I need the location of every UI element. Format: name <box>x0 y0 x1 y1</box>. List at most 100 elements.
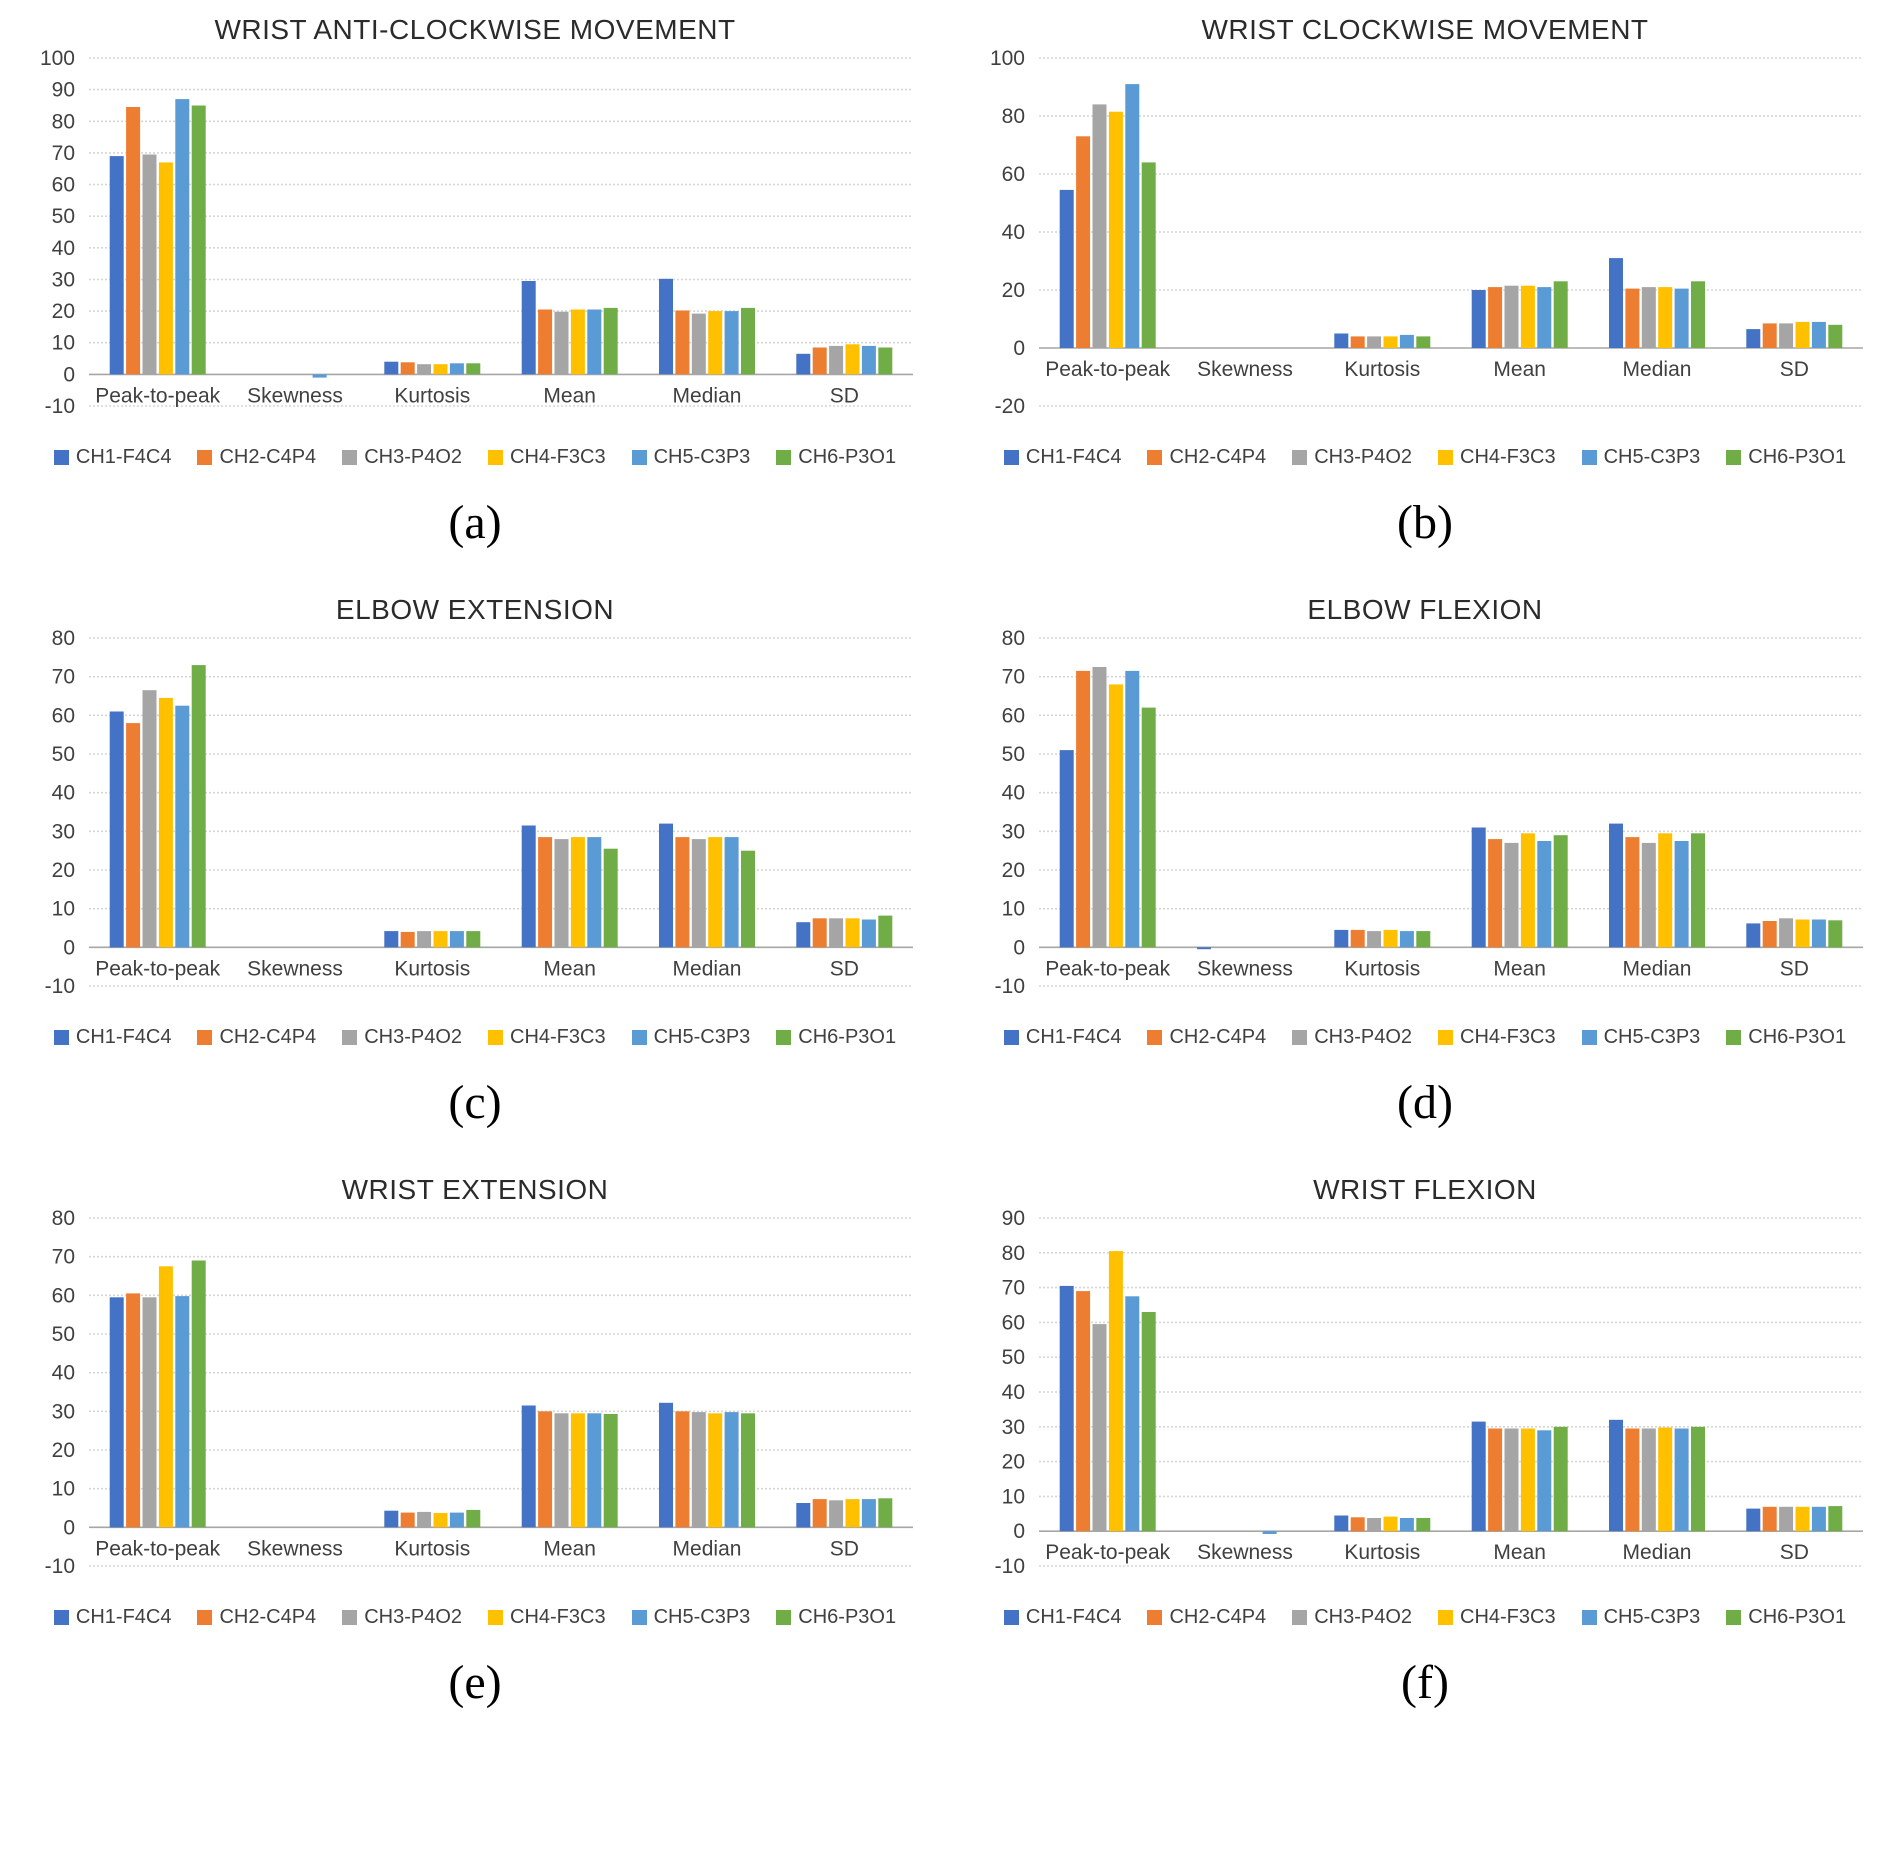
legend-item: CH1-F4C4 <box>53 446 171 469</box>
bar <box>1076 670 1091 948</box>
legend-label: CH1-F4C4 <box>1025 1606 1122 1628</box>
y-tick-label: 100 <box>40 47 75 70</box>
legend-label: CH1-F4C4 <box>75 1026 172 1048</box>
bar <box>1488 287 1503 348</box>
legend-label: CH1-F4C4 <box>1025 1026 1122 1048</box>
bar <box>1488 839 1503 948</box>
legend-item: CH2-C4P4 <box>197 1606 316 1629</box>
y-tick-label: 20 <box>52 859 75 882</box>
bar <box>691 313 706 375</box>
y-tick-label: 60 <box>1002 704 1025 727</box>
legend-swatch-icon <box>53 1610 69 1625</box>
y-tick-label: 100 <box>990 47 1025 70</box>
legend-swatch-icon <box>1003 1030 1019 1045</box>
legend-item: CH3-P4O2 <box>1292 446 1412 469</box>
bar <box>1762 1506 1777 1532</box>
bar <box>1641 842 1656 948</box>
bar <box>1350 336 1365 348</box>
bar <box>1383 336 1398 348</box>
figure-caption: (f) <box>1401 1656 1449 1709</box>
legend-item: CH1-F4C4 <box>1003 1026 1122 1049</box>
legend-label: CH6-P3O1 <box>798 446 897 468</box>
bar <box>1141 707 1156 948</box>
bar <box>1471 290 1486 348</box>
bar <box>845 344 860 375</box>
bar <box>845 918 860 948</box>
y-tick-label: 90 <box>1002 1207 1025 1230</box>
legend-item: CH4-F3C3 <box>488 1606 606 1629</box>
legend-label: CH5-C3P3 <box>1603 1606 1701 1628</box>
chart-title: WRIST EXTENSION <box>341 1174 609 1205</box>
bar <box>691 1412 706 1528</box>
legend-swatch-icon <box>1438 450 1453 465</box>
bar <box>400 362 415 375</box>
legend-label: CH3-P4O2 <box>1314 1026 1412 1048</box>
legend-item: CH3-P4O2 <box>1292 1606 1412 1629</box>
legend-swatch-icon <box>488 1030 503 1045</box>
legend-item: CH4-F3C3 <box>488 446 606 469</box>
bar <box>1350 929 1365 948</box>
x-tick-label: Mean <box>1493 1541 1546 1564</box>
bar <box>433 1513 448 1528</box>
bar <box>878 347 893 375</box>
bar-chart-plot: 80 70 60 50 40 30 20 10 0 -10 Peak-to-peak Skewness… <box>995 627 1863 998</box>
legend-item: CH6-P3O1 <box>1726 1026 1846 1049</box>
bar <box>675 310 690 375</box>
bar <box>587 837 602 948</box>
bar <box>1641 287 1656 348</box>
bar <box>1108 684 1123 948</box>
bar <box>1625 288 1640 348</box>
figure-grid: WRIST ANTI-CLOCKWISE MOVEMENT 100 90 80 70 6… <box>0 14 1863 1728</box>
bar <box>659 823 673 948</box>
y-tick-label: 90 <box>52 79 75 102</box>
bar <box>1828 324 1843 348</box>
bar <box>691 839 706 948</box>
bar <box>796 922 811 948</box>
bar <box>675 1411 690 1528</box>
y-tick-label: 40 <box>1002 782 1025 805</box>
legend-item: CH6-P3O1 <box>1726 446 1846 469</box>
bar <box>158 1266 173 1528</box>
legend-item: CH5-C3P3 <box>631 1606 750 1629</box>
legend-swatch-icon <box>53 1030 69 1045</box>
legend-label: CH2-C4P4 <box>219 1606 317 1628</box>
bar <box>1811 919 1826 948</box>
legend-item: CH4-F3C3 <box>488 1026 606 1049</box>
bar <box>1076 1291 1091 1532</box>
figure-caption: (e) <box>448 1656 502 1709</box>
y-tick-label: 0 <box>63 1516 75 1539</box>
bar <box>1399 334 1414 348</box>
legend-swatch-icon <box>342 1030 358 1045</box>
legend-item: CH1-F4C4 <box>53 1026 172 1049</box>
y-tick-label: 10 <box>1002 898 1025 921</box>
bar <box>829 345 844 375</box>
bar <box>1092 1324 1107 1532</box>
legend-item: CH2-C4P4 <box>1147 1026 1266 1049</box>
chart-panel-e: WRIST EXTENSION 80 70 60 50 40 30 20 10 0 -10 Peak… <box>0 1166 950 1728</box>
legend-swatch-icon <box>488 1610 503 1625</box>
legend-item: CH6-P3O1 <box>1726 1606 1846 1629</box>
y-tick-label: 30 <box>1002 1416 1025 1439</box>
bar <box>675 837 690 948</box>
bar <box>1334 333 1349 348</box>
legend-item: CH5-C3P3 <box>631 446 750 469</box>
bar <box>1746 329 1761 348</box>
bar <box>554 1413 569 1528</box>
legend-label: CH3-P4O2 <box>364 446 462 468</box>
x-tick-label: Kurtosis <box>394 1537 470 1560</box>
bar <box>466 363 481 375</box>
bar <box>1262 1531 1277 1534</box>
legend-swatch-icon <box>488 450 503 465</box>
bar <box>1125 84 1140 348</box>
bar <box>1691 1426 1705 1532</box>
bar <box>1625 837 1640 948</box>
x-tick-label: Kurtosis <box>394 957 470 980</box>
bar <box>1125 670 1140 948</box>
bar <box>1520 1428 1535 1532</box>
bar <box>1076 136 1091 348</box>
y-tick-label: 60 <box>1002 163 1025 186</box>
bar <box>417 931 432 948</box>
legend-label: CH4-F3C3 <box>510 446 606 468</box>
bar <box>603 848 618 948</box>
